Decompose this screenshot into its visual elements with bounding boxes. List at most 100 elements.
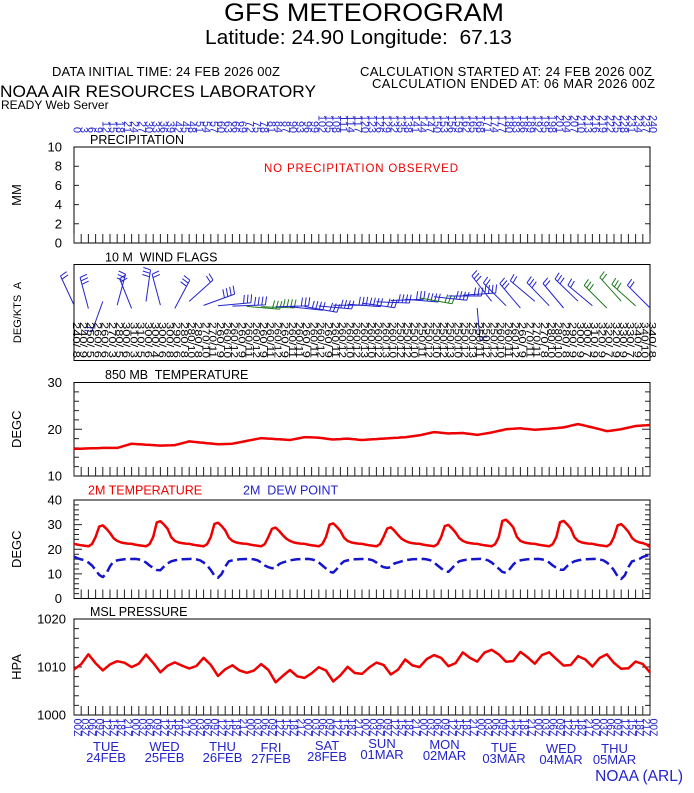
- svg-text:DEG/KTS A: DEG/KTS A: [12, 281, 24, 343]
- svg-text:270/11: 270/11: [531, 322, 543, 358]
- svg-text:HPA: HPA: [9, 654, 24, 680]
- svg-text:240/ 9: 240/ 9: [77, 322, 89, 358]
- svg-text:340/ 8: 340/ 8: [646, 322, 658, 358]
- svg-text:Latitude: 24.90 Longitude: 67: Latitude: 24.90 Longitude: 67.13: [205, 27, 512, 49]
- svg-text:310/ 9: 310/ 9: [588, 322, 600, 358]
- svg-text:270/11: 270/11: [523, 322, 535, 358]
- svg-text:120: 120: [359, 115, 371, 133]
- svg-text:12Z: 12Z: [388, 719, 400, 737]
- svg-text:250/12: 250/12: [394, 322, 406, 358]
- svg-text:21Z: 21Z: [410, 719, 422, 737]
- svg-text:MSL PRESSURE: MSL PRESSURE: [90, 605, 187, 619]
- svg-text:168: 168: [474, 115, 486, 133]
- svg-text:03Z: 03Z: [482, 719, 494, 737]
- svg-text:10: 10: [48, 566, 62, 581]
- svg-text:250/10: 250/10: [430, 322, 442, 358]
- svg-text:270/11: 270/11: [207, 322, 219, 358]
- svg-text:1010: 1010: [37, 660, 66, 675]
- svg-text:174: 174: [488, 115, 500, 133]
- svg-text:DATA INITIAL TIME: 24 FEB 2026: DATA INITIAL TIME: 24 FEB 2026 00Z: [52, 64, 280, 79]
- svg-text:300/ 7: 300/ 7: [581, 322, 593, 358]
- svg-text:260/11: 260/11: [502, 322, 514, 358]
- svg-text:260/12: 260/12: [509, 322, 521, 358]
- svg-text:260/ 9: 260/ 9: [300, 322, 312, 358]
- svg-text:72: 72: [243, 121, 255, 133]
- svg-text:DEGC: DEGC: [9, 410, 24, 448]
- svg-text:138: 138: [402, 115, 414, 133]
- svg-text:00Z: 00Z: [474, 719, 486, 737]
- svg-text:48: 48: [186, 121, 198, 133]
- svg-text:00Z: 00Z: [647, 719, 659, 737]
- svg-text:39: 39: [164, 121, 176, 133]
- svg-text:06Z: 06Z: [374, 719, 386, 737]
- svg-text:40: 40: [48, 493, 62, 508]
- svg-text:8: 8: [55, 159, 62, 174]
- svg-text:69: 69: [236, 121, 248, 133]
- svg-text:99: 99: [308, 121, 320, 133]
- svg-text:0: 0: [55, 236, 62, 251]
- svg-text:FRI: FRI: [261, 740, 282, 755]
- svg-text:270/ 8: 270/ 8: [538, 322, 550, 358]
- svg-text:15Z: 15Z: [510, 719, 522, 737]
- svg-text:260/12: 260/12: [372, 322, 384, 358]
- svg-text:84: 84: [272, 121, 284, 133]
- svg-text:PRECIPITATION: PRECIPITATION: [90, 133, 184, 147]
- svg-text:260/13: 260/13: [358, 322, 370, 358]
- svg-text:12Z: 12Z: [158, 719, 170, 737]
- svg-text:9: 9: [92, 127, 104, 133]
- svg-text:150: 150: [431, 115, 443, 133]
- svg-text:THU: THU: [209, 739, 236, 754]
- svg-text:18: 18: [114, 121, 126, 133]
- svg-text:10 M WIND FLAGS: 10 M WIND FLAGS: [105, 251, 218, 265]
- svg-text:250/12: 250/12: [423, 322, 435, 358]
- svg-text:02MAR: 02MAR: [423, 748, 466, 763]
- svg-text:280/ 8: 280/ 8: [559, 322, 571, 358]
- svg-text:222: 222: [603, 115, 615, 133]
- svg-text:207: 207: [567, 115, 579, 133]
- svg-text:198: 198: [546, 115, 558, 133]
- svg-text:15Z: 15Z: [568, 719, 580, 737]
- svg-text:09Z: 09Z: [323, 719, 335, 737]
- svg-text:260/12: 260/12: [250, 322, 262, 358]
- svg-text:260/10: 260/10: [387, 322, 399, 358]
- svg-text:260/10: 260/10: [343, 322, 355, 358]
- svg-text:123: 123: [366, 115, 378, 133]
- svg-text:12Z: 12Z: [100, 719, 112, 737]
- svg-text:260/ 9: 260/ 9: [257, 322, 269, 358]
- svg-text:290/ 6: 290/ 6: [171, 322, 183, 358]
- svg-text:6: 6: [85, 127, 97, 133]
- svg-text:24FEB: 24FEB: [86, 750, 126, 765]
- svg-text:DEGC: DEGC: [9, 530, 24, 568]
- svg-text:15Z: 15Z: [107, 719, 119, 737]
- svg-text:24: 24: [128, 121, 140, 133]
- svg-text:15: 15: [107, 121, 119, 133]
- svg-text:NO PRECIPITATION OBSERVED: NO PRECIPITATION OBSERVED: [264, 163, 458, 175]
- svg-text:320/ 7: 320/ 7: [603, 322, 615, 358]
- svg-text:330/ 9: 330/ 9: [617, 322, 629, 358]
- svg-text:09Z: 09Z: [208, 719, 220, 737]
- svg-text:MM: MM: [9, 184, 24, 206]
- svg-text:250/12: 250/12: [480, 322, 492, 358]
- svg-text:12Z: 12Z: [330, 719, 342, 737]
- svg-text:320/ 9: 320/ 9: [610, 322, 622, 358]
- svg-text:0: 0: [71, 127, 83, 133]
- svg-text:18Z: 18Z: [633, 719, 645, 737]
- svg-text:10: 10: [48, 469, 62, 484]
- svg-text:54: 54: [200, 121, 212, 133]
- svg-text:260/ 9: 260/ 9: [235, 322, 247, 358]
- svg-text:THU: THU: [601, 741, 628, 756]
- svg-text:2: 2: [55, 216, 62, 231]
- svg-text:60: 60: [215, 121, 227, 133]
- svg-text:183: 183: [510, 115, 522, 133]
- svg-text:250/11: 250/11: [473, 322, 485, 358]
- svg-text:260/ 9: 260/ 9: [516, 322, 528, 358]
- svg-text:12Z: 12Z: [618, 719, 630, 737]
- svg-text:320/ 9: 320/ 9: [595, 322, 607, 358]
- svg-text:250/13: 250/13: [466, 322, 478, 358]
- svg-text:280/10: 280/10: [545, 322, 557, 358]
- svg-text:18Z: 18Z: [518, 719, 530, 737]
- svg-text:310/ 3: 310/ 3: [127, 322, 139, 358]
- svg-text:21Z: 21Z: [582, 719, 594, 737]
- svg-text:114: 114: [344, 115, 356, 133]
- svg-text:250/10: 250/10: [451, 322, 463, 358]
